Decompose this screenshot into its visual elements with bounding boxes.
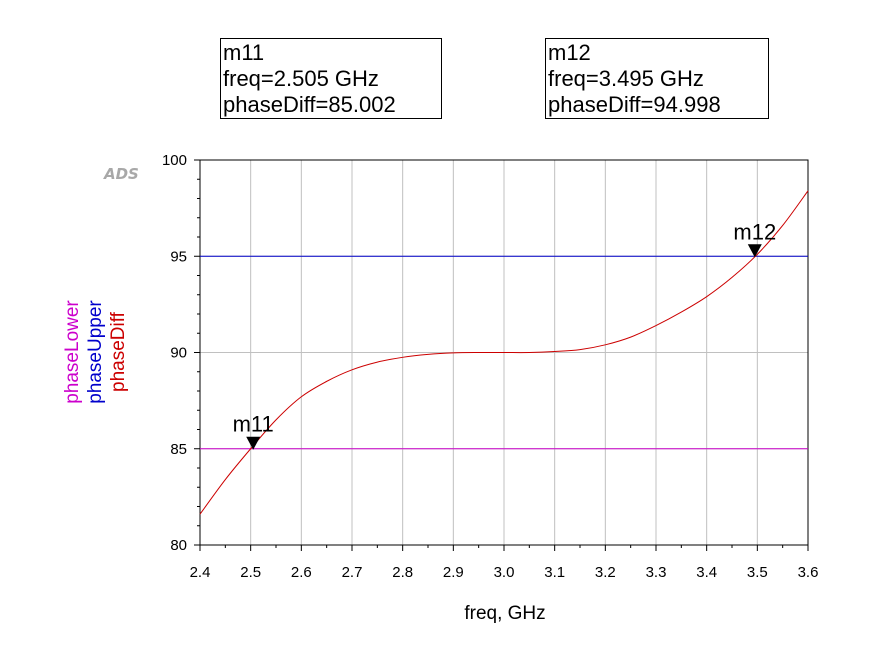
x-tick-label: 3.5 (747, 564, 768, 581)
series-line-phasediff (199, 190, 809, 515)
marker-readout-name: m11 (223, 40, 265, 65)
marker-readout-m12: m12 freq=3.495 GHz phaseDiff=94.998 (545, 38, 769, 119)
ylabel-phaselower: phaseLower (62, 287, 84, 417)
marker-readout-m11: m11 freq=2.505 GHz phaseDiff=85.002 (220, 38, 442, 119)
x-tick-label: 3.6 (798, 564, 819, 581)
marker-readout-freq: freq=2.505 GHz (223, 66, 379, 91)
y-axis-labels: phaseLower phaseUpper phaseDiff (62, 287, 132, 417)
ylabel-phaseupper: phaseUpper (85, 287, 107, 417)
legend-phasediff-label: phaseDiff (108, 312, 129, 392)
y-tick-label: 90 (170, 345, 187, 362)
y-tick-label: 100 (162, 152, 187, 169)
y-tick-label: 85 (170, 441, 187, 458)
marker-triangle-m12 (747, 244, 762, 258)
x-tick-label: 2.6 (291, 564, 312, 581)
marker-label-m12: m12 (733, 219, 776, 244)
y-tick-label: 80 (170, 537, 187, 554)
ads-logo: ADS (104, 165, 139, 183)
marker-readout-name: m12 (548, 40, 591, 65)
x-tick-label: 2.8 (392, 564, 413, 581)
marker-readout-value: phaseDiff=94.998 (548, 92, 721, 117)
series-layer (199, 190, 809, 515)
x-tick-label: 2.7 (342, 564, 363, 581)
x-tick-label: 2.5 (240, 564, 261, 581)
x-tick-label: 3.2 (595, 564, 616, 581)
y-tick-label: 95 (170, 248, 187, 265)
marker-readout-freq: freq=3.495 GHz (548, 66, 704, 91)
marker-layer: m11 m12 (233, 219, 776, 450)
marker-triangle-m11 (246, 436, 261, 450)
x-tick-label: 3.1 (544, 564, 565, 581)
legend-phaseupper-label: phaseUpper (85, 300, 106, 404)
x-tick-label: 2.4 (190, 564, 211, 581)
marker-readout-value: phaseDiff=85.002 (223, 92, 396, 117)
x-tick-label: 3.4 (696, 564, 717, 581)
legend-phaselower-label: phaseLower (62, 300, 83, 404)
axis-ticks: 2.4 2.5 2.6 2.7 2.8 2.9 3.0 3.1 3.2 3.3 3.4 3.5 3.6 8… (162, 152, 818, 581)
x-axis-label: freq, GHz (464, 603, 546, 624)
ylabel-phasediff: phaseDiff (108, 287, 130, 417)
x-tick-label: 2.9 (443, 564, 464, 581)
x-tick-label: 3.3 (646, 564, 667, 581)
x-tick-label: 3.0 (494, 564, 515, 581)
marker-label-m11: m11 (233, 412, 274, 437)
